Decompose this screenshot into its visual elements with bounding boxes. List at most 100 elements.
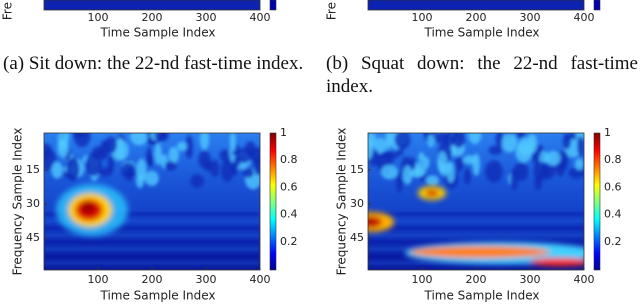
- blob: [164, 161, 177, 171]
- caption: (a) Sit down: the 22-nd fast-time index.: [3, 53, 304, 74]
- blob: [488, 145, 503, 155]
- blob: [574, 158, 584, 171]
- blob: [437, 151, 448, 173]
- colorbar: [269, 0, 277, 11]
- blob: [368, 138, 374, 160]
- y-tick-label: 45: [26, 231, 40, 244]
- blob: [144, 170, 159, 186]
- colorbar-tick-label: 0.4: [604, 208, 622, 221]
- blob: [513, 162, 529, 182]
- blob: [427, 134, 435, 148]
- streak: [44, 241, 260, 243]
- blob: [462, 155, 477, 165]
- y-axis-label: Fre: [325, 2, 339, 20]
- x-tick-label: 100: [412, 273, 433, 286]
- blob: [220, 159, 234, 182]
- caption: (b) Squat down: the 22-nd fast-time inde…: [326, 53, 638, 97]
- colorbar-tick-label: 0.4: [280, 208, 298, 221]
- x-tick-label: 400: [250, 11, 271, 24]
- blob: [402, 165, 413, 185]
- blob: [198, 150, 211, 169]
- streak: [368, 241, 584, 243]
- x-axis-label: Time Sample Index: [99, 26, 215, 40]
- x-tick-label: 100: [88, 273, 109, 286]
- blob: [530, 258, 584, 266]
- heatmap: [44, 133, 260, 270]
- blob: [199, 133, 210, 150]
- blob: [395, 171, 403, 193]
- blob: [425, 175, 440, 186]
- x-tick-label: 300: [520, 11, 541, 24]
- blob: [242, 168, 254, 178]
- colorbar-tick-label: 1: [280, 126, 287, 139]
- blob: [434, 133, 449, 144]
- streak: [44, 248, 260, 250]
- blob: [410, 246, 550, 258]
- x-axis-label: Time Sample Index: [423, 26, 539, 40]
- blob: [176, 141, 188, 152]
- blob: [463, 168, 472, 185]
- x-tick-label: 200: [142, 11, 163, 24]
- x-tick-label: 200: [466, 11, 487, 24]
- blob: [517, 137, 535, 156]
- blob: [146, 146, 153, 165]
- colorbar-tick-label: 1: [604, 126, 611, 139]
- blob: [85, 152, 102, 176]
- blob: [418, 152, 425, 163]
- blob: [452, 133, 465, 148]
- y-tick-label: 30: [350, 197, 364, 210]
- blob: [229, 133, 236, 153]
- colorbar-tick-label: 0.2: [604, 235, 622, 248]
- blob: [168, 146, 179, 164]
- colorbar-tick-label: 0.6: [280, 180, 298, 193]
- colorbar-tick-label: 0.8: [604, 153, 622, 166]
- blob: [394, 133, 411, 150]
- colorbar: [269, 132, 277, 271]
- x-tick-label: 200: [466, 273, 487, 286]
- blob: [516, 133, 526, 139]
- blob: [545, 150, 561, 166]
- x-axis-label: Time Sample Index: [423, 289, 539, 303]
- blob: [533, 161, 549, 181]
- blob: [210, 159, 220, 178]
- colorbar-tick-label: 0.2: [280, 235, 298, 248]
- texture: [368, 133, 584, 193]
- streak: [44, 234, 260, 236]
- blob: [66, 157, 80, 181]
- x-tick-label: 200: [142, 273, 163, 286]
- x-tick-label: 400: [250, 273, 271, 286]
- blob: [501, 133, 518, 153]
- x-tick-label: 100: [412, 11, 433, 24]
- blob: [568, 167, 584, 179]
- blob: [425, 189, 439, 197]
- colorbar-tick-label: 0.6: [604, 180, 622, 193]
- colorbar-tick-label: 0.8: [280, 153, 298, 166]
- blob: [468, 133, 482, 145]
- blob: [454, 156, 464, 172]
- blob: [562, 133, 571, 150]
- blob: [154, 133, 167, 141]
- blob: [485, 160, 503, 183]
- streak: [44, 262, 260, 264]
- colorbar: [593, 132, 601, 271]
- x-tick-label: 300: [520, 273, 541, 286]
- colorbar: [593, 0, 601, 11]
- y-tick-label: 15: [350, 163, 364, 176]
- y-axis-label: Frequency Sample Index: [11, 128, 25, 276]
- blob: [51, 161, 63, 179]
- blob: [72, 133, 87, 138]
- blob: [190, 174, 204, 188]
- streak: [44, 227, 260, 229]
- x-tick-label: 100: [88, 11, 109, 24]
- y-axis-label: Frequency Sample Index: [335, 128, 349, 276]
- streak: [44, 220, 260, 222]
- streak: [44, 255, 260, 257]
- heatmap: [368, 133, 584, 270]
- x-axis-label: Time Sample Index: [99, 289, 215, 303]
- blob: [423, 156, 430, 169]
- blob: [130, 133, 148, 146]
- blob: [368, 216, 382, 228]
- y-tick-label: 45: [350, 231, 364, 244]
- blob: [374, 137, 387, 155]
